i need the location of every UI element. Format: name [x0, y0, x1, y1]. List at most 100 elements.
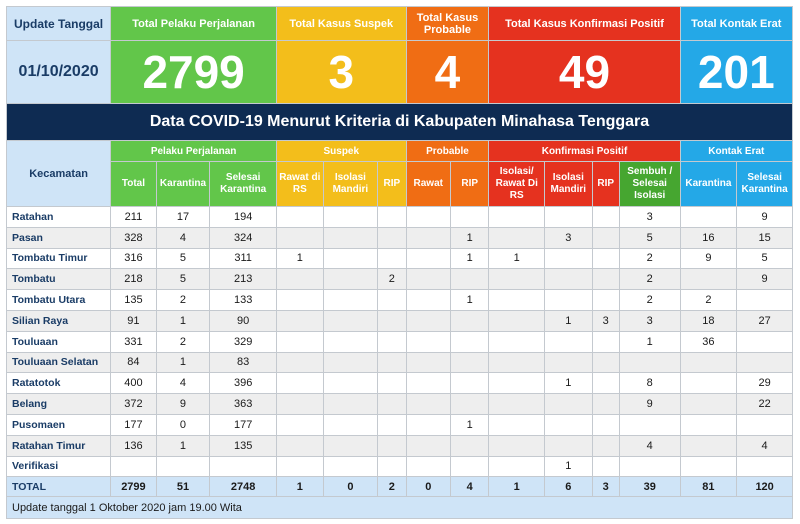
table-cell: 5	[736, 247, 793, 270]
table-cell	[377, 372, 407, 395]
table-cell	[322, 393, 379, 415]
table-cell: 1	[488, 476, 546, 498]
table-cell: 135	[110, 289, 157, 311]
col-header-isolasi-mandiri: Isolasi Mandiri	[322, 161, 379, 207]
table-cell: 2	[377, 268, 407, 291]
table-cell: 91	[110, 309, 157, 332]
table-cell	[449, 393, 490, 415]
table-cell	[377, 289, 407, 311]
table-cell	[544, 268, 593, 291]
table-cell	[488, 372, 546, 395]
table-cell: 17	[155, 206, 211, 228]
table-cell	[377, 434, 407, 457]
col-header-kontak-selesai-karantina: Selesai Karantina	[736, 161, 793, 207]
table-cell	[322, 330, 379, 353]
table-cell	[544, 247, 593, 270]
table-row: Touluaan 331 2 329 1 36	[5, 330, 793, 353]
table-cell: 328	[110, 226, 157, 249]
table-cell: 4	[449, 476, 490, 498]
table-cell: 4	[736, 434, 793, 457]
table-cell	[591, 455, 620, 478]
table-cell	[276, 413, 324, 436]
table-cell: 372	[110, 393, 157, 415]
table-cell: 5	[155, 247, 211, 270]
table-cell	[377, 330, 407, 353]
table-cell: 84	[110, 351, 157, 374]
table-cell: 1	[544, 372, 593, 395]
table-cell	[377, 455, 407, 478]
table-cell	[449, 372, 490, 395]
kpi-value-pelaku-perjalanan: 2799	[110, 40, 278, 104]
table-cell	[591, 351, 620, 374]
table-cell: 1	[155, 434, 211, 457]
table-cell	[449, 455, 490, 478]
table-cell	[155, 455, 211, 478]
col-header-rawat: Rawat	[405, 161, 451, 207]
table-cell	[377, 226, 407, 249]
table-cell	[405, 330, 451, 353]
kecamatan-name: Belang	[5, 393, 112, 415]
table-cell	[591, 413, 620, 436]
kpi-label-pelaku-perjalanan: Total Pelaku Perjalanan	[110, 6, 278, 41]
table-row: Tombatu 218 5 213 2 2 9	[5, 268, 793, 291]
table-cell	[449, 351, 490, 374]
table-cell: 2	[155, 330, 211, 353]
table-cell: 8	[618, 372, 681, 395]
table-cell: 120	[736, 476, 793, 498]
col-header-konfirmasi-rip: RIP	[591, 161, 620, 207]
table-row: Ratatotok 400 4 396 1 8 29	[5, 372, 793, 395]
table-cell: 133	[209, 289, 278, 311]
total-row: TOTAL 2799 51 2748 1 0 2 0 4 1 6 3 39 81 120	[5, 476, 793, 498]
table-cell	[276, 289, 324, 311]
footer-note: Update tanggal 1 Oktober 2020 jam 19.00 …	[6, 496, 793, 520]
table-cell	[679, 268, 738, 291]
table-cell: 363	[209, 393, 278, 415]
table-cell	[591, 268, 620, 291]
kecamatan-name: Touluaan	[5, 330, 112, 353]
table-cell: 2	[618, 247, 681, 270]
kecamatan-header: Kecamatan	[5, 140, 112, 207]
table-cell: 3	[591, 309, 620, 332]
table-cell: 9	[618, 393, 681, 415]
table-cell	[591, 247, 620, 270]
table-cell	[591, 434, 620, 457]
table-cell: 2	[155, 289, 211, 311]
table-cell: 324	[209, 226, 278, 249]
table-cell	[276, 372, 324, 395]
table-cell	[405, 372, 451, 395]
table-cell: 136	[110, 434, 157, 457]
table-cell	[591, 289, 620, 311]
table-cell	[618, 455, 681, 478]
table-cell: 3	[544, 226, 593, 249]
table-cell: 3	[618, 309, 681, 332]
table-cell: 1	[449, 413, 490, 436]
table-cell: 1	[155, 351, 211, 374]
table-cell	[449, 434, 490, 457]
table-cell	[488, 393, 546, 415]
group-header-konfirmasi: Konfirmasi Positif	[488, 140, 681, 162]
table-cell: 1	[618, 330, 681, 353]
table-cell: 0	[405, 476, 451, 498]
kecamatan-name: Ratahan	[5, 206, 112, 228]
table-cell: 39	[618, 476, 681, 498]
table-row: Ratahan Timur 136 1 135 4 4	[5, 434, 793, 457]
col-header-isolasi-rawat-di-rs: Isolasi/ Rawat Di RS	[488, 161, 546, 207]
table-cell: 1	[449, 247, 490, 270]
kecamatan-name: Tombatu Timur	[5, 247, 112, 270]
table-cell	[488, 351, 546, 374]
table-cell: 9	[736, 268, 793, 291]
table-cell	[488, 330, 546, 353]
table-cell: 194	[209, 206, 278, 228]
table-cell	[276, 393, 324, 415]
table-cell: 1	[155, 309, 211, 332]
table-cell: 135	[209, 434, 278, 457]
table-cell	[591, 393, 620, 415]
table-cell	[322, 309, 379, 332]
table-row: Pasan 328 4 324 1 3 5 16 15	[5, 226, 793, 249]
table-cell: 4	[618, 434, 681, 457]
table-cell: 400	[110, 372, 157, 395]
table-cell: 3	[618, 206, 681, 228]
table-row: Tombatu Utara 135 2 133 1 2 2	[5, 289, 793, 311]
kecamatan-name: Ratatotok	[5, 372, 112, 395]
table-cell	[544, 330, 593, 353]
